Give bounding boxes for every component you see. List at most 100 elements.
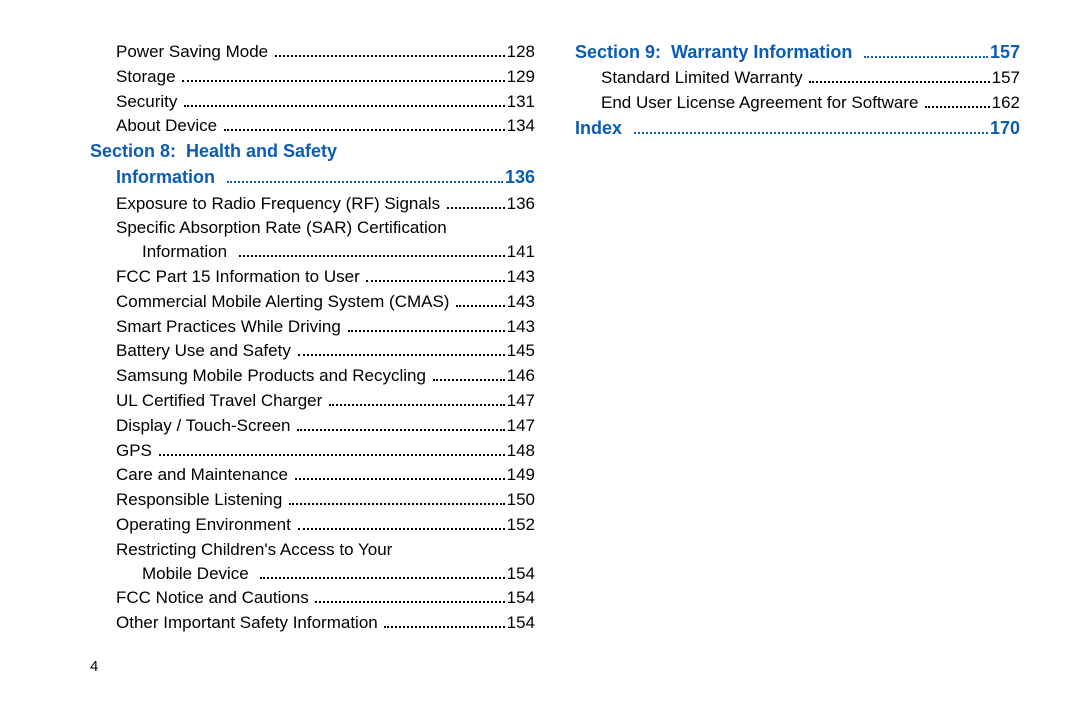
toc-entry-page: 128 (507, 40, 535, 64)
toc-entry-page: 152 (507, 513, 535, 537)
toc-entry-label: Power Saving Mode (116, 40, 273, 64)
toc-entry[interactable]: Operating Environment 152 (90, 513, 535, 537)
toc-entry-label: About Device (116, 114, 222, 138)
toc-entry-page: 149 (507, 463, 535, 487)
toc-entry-label: Security (116, 90, 182, 114)
toc-entry[interactable]: Display / Touch-Screen 147 (90, 414, 535, 438)
toc-entry-page: 147 (507, 389, 535, 413)
toc-entry-page: 129 (507, 65, 535, 89)
toc-entry[interactable]: Power Saving Mode 128 (90, 40, 535, 64)
toc-entry[interactable]: Security 131 (90, 90, 535, 114)
toc-entry-cont[interactable]: Mobile Device 154 (90, 562, 535, 586)
toc-section-page: 170 (990, 116, 1020, 141)
toc-section-label: Section 9: Warranty Information (575, 40, 862, 65)
toc-entry-label: Display / Touch-Screen (116, 414, 295, 438)
toc-entry-page: 154 (507, 611, 535, 635)
toc-entry-label: Standard Limited Warranty (601, 66, 807, 90)
toc-entry-label: Commercial Mobile Alerting System (CMAS) (116, 290, 454, 314)
toc-entry-page: 143 (507, 265, 535, 289)
toc-leader-dots (366, 279, 504, 282)
toc-entry-label: UL Certified Travel Charger (116, 389, 327, 413)
toc-entry[interactable]: About Device 134 (90, 114, 535, 138)
toc-page: Power Saving Mode 128Storage 129Security… (0, 0, 1080, 695)
toc-leader-dots (384, 625, 504, 628)
toc-leader-dots (182, 79, 504, 82)
toc-entry-page: 154 (507, 586, 535, 610)
toc-entry-label: GPS (116, 439, 157, 463)
toc-leader-dots (348, 329, 505, 332)
toc-section-heading[interactable]: Section 9: Warranty Information 157 (575, 40, 1020, 65)
toc-leader-dots (298, 527, 505, 530)
toc-entry-page: 136 (507, 192, 535, 216)
toc-leader-dots (289, 502, 505, 505)
toc-entry-cont[interactable]: Information 141 (90, 240, 535, 264)
toc-section-heading[interactable]: Index 170 (575, 116, 1020, 141)
toc-leader-dots (447, 206, 505, 209)
toc-section-page: 136 (505, 165, 535, 190)
toc-entry-label: Responsible Listening (116, 488, 287, 512)
toc-entry[interactable]: Commercial Mobile Alerting System (CMAS)… (90, 290, 535, 314)
toc-entry[interactable]: Restricting Children's Access to Your (90, 538, 535, 562)
toc-section-label: Information (116, 165, 225, 190)
toc-leader-dots (295, 477, 505, 480)
toc-entry[interactable]: Other Important Safety Information 154 (90, 611, 535, 635)
toc-entry[interactable]: GPS 148 (90, 439, 535, 463)
toc-entry-label: FCC Part 15 Information to User (116, 265, 364, 289)
toc-entry-page: 143 (507, 290, 535, 314)
toc-entry-label: Other Important Safety Information (116, 611, 382, 635)
toc-section-label: Index (575, 116, 632, 141)
toc-left-column: Power Saving Mode 128Storage 129Security… (90, 40, 535, 675)
toc-section-label: Section 8: Health and Safety (90, 139, 337, 164)
toc-entry-label: Battery Use and Safety (116, 339, 296, 363)
toc-section-page: 157 (990, 40, 1020, 65)
toc-section-heading[interactable]: Section 8: Health and Safety (90, 139, 535, 164)
toc-entry-label: Care and Maintenance (116, 463, 293, 487)
toc-entry-page: 145 (507, 339, 535, 363)
toc-leader-dots (809, 80, 989, 83)
toc-entry[interactable]: Battery Use and Safety 145 (90, 339, 535, 363)
toc-entry-page: 143 (507, 315, 535, 339)
toc-entry[interactable]: Smart Practices While Driving 143 (90, 315, 535, 339)
toc-entry-label: Smart Practices While Driving (116, 315, 346, 339)
toc-leader-dots (275, 54, 505, 57)
toc-leader-dots (298, 353, 505, 356)
toc-entry-label: Storage (116, 65, 180, 89)
toc-entry[interactable]: Care and Maintenance 149 (90, 463, 535, 487)
toc-entry[interactable]: Responsible Listening 150 (90, 488, 535, 512)
toc-leader-dots (260, 576, 504, 579)
toc-entry-label: Mobile Device (142, 562, 258, 586)
toc-entry[interactable]: Samsung Mobile Products and Recycling 14… (90, 364, 535, 388)
toc-entry-label: End User License Agreement for Software (601, 91, 923, 115)
toc-leader-dots (159, 453, 505, 456)
toc-entry-label: FCC Notice and Cautions (116, 586, 313, 610)
toc-leader-dots (184, 104, 504, 107)
toc-entry-page: 154 (507, 562, 535, 586)
toc-entry[interactable]: UL Certified Travel Charger 147 (90, 389, 535, 413)
toc-entry-label: Exposure to Radio Frequency (RF) Signals (116, 192, 445, 216)
toc-entry[interactable]: FCC Part 15 Information to User 143 (90, 265, 535, 289)
toc-entry-page: 147 (507, 414, 535, 438)
toc-entry[interactable]: End User License Agreement for Software … (575, 91, 1020, 115)
toc-leader-dots (297, 428, 504, 431)
toc-entry[interactable]: Standard Limited Warranty 157 (575, 66, 1020, 90)
toc-entry-page: 146 (507, 364, 535, 388)
toc-leader-dots (634, 131, 988, 134)
toc-leader-dots (925, 105, 989, 108)
toc-leader-dots (433, 378, 505, 381)
toc-leader-dots (864, 55, 988, 58)
toc-leader-dots (224, 128, 505, 131)
toc-entry[interactable]: Specific Absorption Rate (SAR) Certifica… (90, 216, 535, 240)
toc-leader-dots (456, 304, 504, 307)
toc-leader-dots (239, 254, 505, 257)
toc-leader-dots (315, 600, 504, 603)
toc-entry[interactable]: Storage 129 (90, 65, 535, 89)
toc-entry-page: 157 (992, 66, 1020, 90)
toc-entry[interactable]: FCC Notice and Cautions 154 (90, 586, 535, 610)
toc-section-heading-cont[interactable]: Information 136 (90, 165, 535, 190)
toc-entry-page: 131 (507, 90, 535, 114)
toc-entry-label: Operating Environment (116, 513, 296, 537)
toc-right-column: Section 9: Warranty Information 157Stand… (575, 40, 1020, 675)
toc-entry-label: Information (142, 240, 237, 264)
toc-entry-page: 141 (507, 240, 535, 264)
toc-entry[interactable]: Exposure to Radio Frequency (RF) Signals… (90, 192, 535, 216)
